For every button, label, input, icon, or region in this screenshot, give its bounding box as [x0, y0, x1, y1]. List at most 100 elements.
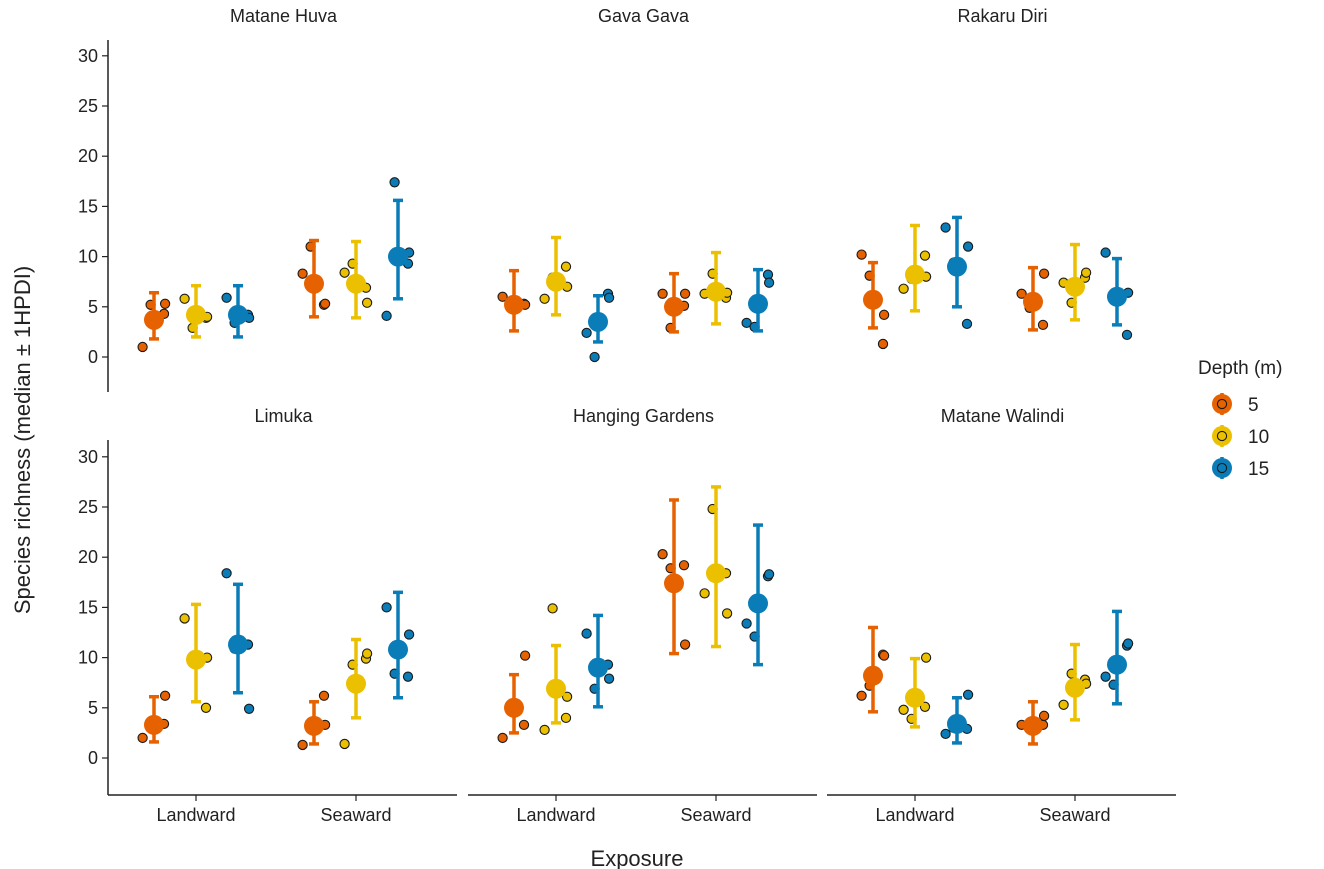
raw-point [402, 671, 414, 682]
raw-point [721, 608, 733, 619]
median-point [905, 687, 925, 708]
raw-point [1038, 710, 1050, 721]
panels-layer: Matane Huva 0 5 10 15 20 25 30 Gava Gava Rakaru D… [78, 6, 1176, 825]
x-tick-label: Seaward [680, 805, 751, 825]
legend-label: 10 [1248, 427, 1269, 448]
raw-point [221, 568, 232, 579]
raw-point [137, 732, 148, 744]
raw-point [318, 690, 330, 701]
legend: Depth (m) 5 10 15 [1198, 358, 1282, 480]
median-point [588, 311, 608, 332]
y-tick-label: 5 [88, 698, 98, 718]
y-tick-label: 0 [88, 748, 98, 768]
raw-point [1122, 638, 1134, 649]
raw-point [919, 701, 931, 712]
raw-point [381, 602, 392, 613]
panel: Matane Huva 0 5 10 15 20 25 30 [78, 6, 415, 392]
raw-point [361, 648, 373, 659]
panel-title: Limuka [254, 406, 313, 426]
raw-point [243, 703, 255, 714]
legend-point-key [1216, 462, 1228, 474]
raw-point [878, 309, 890, 320]
raw-point [878, 650, 890, 661]
raw-point [361, 297, 373, 308]
raw-point [137, 341, 148, 353]
median-point [863, 289, 883, 310]
x-tick-label: Seaward [320, 805, 391, 825]
raw-point [961, 318, 973, 330]
legend-item: 15 [1212, 457, 1269, 480]
median-point [664, 296, 684, 317]
median-point [1065, 677, 1085, 698]
median-point [588, 657, 608, 678]
x-tick-label: Landward [156, 805, 235, 825]
y-tick-label: 15 [78, 597, 98, 617]
median-point [706, 281, 726, 302]
raw-point [699, 588, 710, 599]
raw-point [1037, 319, 1049, 331]
y-tick-label: 10 [78, 247, 98, 267]
raw-point [560, 712, 572, 723]
median-point [228, 634, 248, 655]
median-point [1107, 286, 1127, 307]
legend-item: 10 [1212, 425, 1269, 448]
median-point [388, 639, 408, 660]
panel: Gava Gava [497, 6, 775, 363]
raw-point [603, 292, 615, 303]
raw-point [856, 249, 867, 260]
raw-point [560, 261, 572, 272]
y-tick-label: 20 [78, 146, 98, 166]
legend-point-key [1216, 398, 1228, 410]
raw-point [339, 738, 350, 750]
median-point [863, 665, 883, 686]
y-tick-label: 20 [78, 547, 98, 567]
median-point [546, 271, 566, 292]
median-point [504, 697, 524, 718]
raw-point [581, 628, 592, 639]
raw-point [221, 292, 232, 303]
median-point [346, 673, 366, 694]
raw-point [539, 724, 550, 736]
y-tick-label: 25 [78, 497, 98, 517]
raw-point [381, 310, 392, 321]
raw-point [898, 704, 909, 715]
raw-point [497, 732, 508, 744]
y-axis-title: Species richness (median ± 1HPDI) [10, 266, 35, 614]
raw-point [179, 293, 190, 304]
raw-point [297, 739, 308, 751]
raw-point [339, 267, 350, 278]
median-point [304, 273, 324, 294]
raw-point [940, 728, 951, 740]
raw-point [856, 690, 867, 701]
y-tick-label: 5 [88, 297, 98, 317]
raw-point [962, 241, 974, 252]
panel: Hanging Gardens Landward Seaward [468, 406, 817, 825]
y-tick-label: 0 [88, 347, 98, 367]
raw-point [763, 569, 775, 580]
raw-point [519, 650, 531, 661]
median-point [748, 593, 768, 614]
y-tick-label: 30 [78, 447, 98, 467]
median-point [504, 294, 524, 315]
panel-title: Matane Walindi [941, 406, 1064, 426]
median-point [1023, 291, 1043, 312]
x-axis-title: Exposure [591, 846, 684, 869]
median-point [905, 264, 925, 285]
raw-point [561, 691, 573, 702]
median-point [947, 256, 967, 277]
median-point [1023, 715, 1043, 736]
median-point [706, 563, 726, 584]
raw-point [389, 177, 400, 188]
legend-label: 5 [1248, 395, 1259, 416]
raw-point [159, 298, 171, 309]
raw-point [679, 639, 691, 650]
raw-point [1038, 268, 1050, 279]
raw-point [763, 277, 775, 288]
raw-point [679, 288, 691, 299]
raw-point [319, 298, 331, 309]
median-point [1065, 276, 1085, 297]
y-tick-label: 25 [78, 96, 98, 116]
raw-point [657, 549, 668, 560]
raw-point [159, 690, 171, 701]
